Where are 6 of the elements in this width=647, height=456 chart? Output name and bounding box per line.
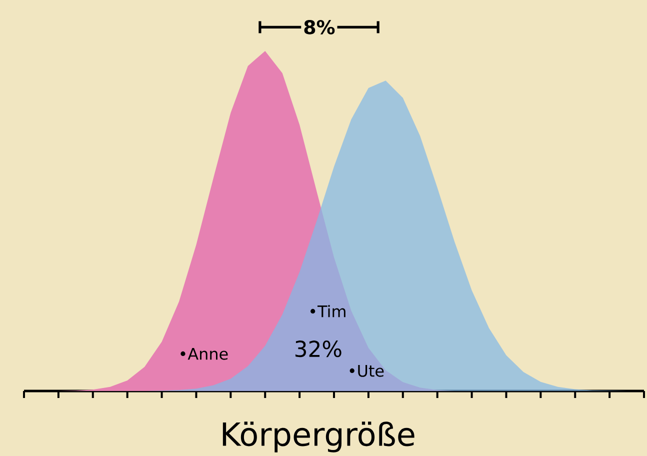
annotation: •Anne bbox=[180, 348, 228, 360]
annotation: •Ute bbox=[350, 365, 384, 377]
text: 8% bbox=[304, 20, 335, 34]
x-axis-title: Körpergröße bbox=[222, 422, 414, 452]
annotation: 32% bbox=[295, 340, 342, 358]
annotation: •Tim bbox=[310, 305, 346, 318]
